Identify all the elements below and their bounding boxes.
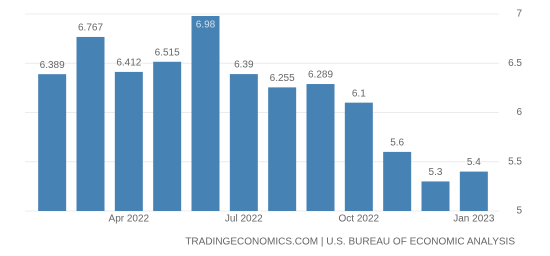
data-label: 5.3 bbox=[429, 167, 443, 178]
data-label: 6.289 bbox=[308, 70, 333, 81]
bar bbox=[153, 61, 182, 212]
bar bbox=[383, 151, 412, 211]
data-label: 5.6 bbox=[390, 138, 404, 149]
data-label: 6.255 bbox=[270, 73, 295, 84]
data-label: 6.39 bbox=[234, 60, 254, 71]
data-label: 6.767 bbox=[78, 23, 103, 34]
data-label: 6.412 bbox=[116, 58, 141, 69]
bar bbox=[344, 102, 373, 211]
y-tick-label: 5 bbox=[516, 206, 522, 217]
bar bbox=[191, 15, 220, 211]
bar bbox=[306, 84, 335, 211]
bar bbox=[76, 36, 105, 211]
data-label: 6.515 bbox=[155, 47, 180, 58]
bar bbox=[459, 171, 488, 211]
y-tick-label: 5.5 bbox=[508, 156, 522, 167]
x-tick-label: Apr 2022 bbox=[109, 214, 150, 225]
bar bbox=[268, 87, 297, 211]
data-label: 6.1 bbox=[352, 88, 366, 99]
source-note: TRADINGECONOMICS.COM | U.S. BUREAU OF EC… bbox=[185, 237, 515, 248]
bar bbox=[421, 181, 450, 211]
y-tick-label: 7 bbox=[516, 9, 522, 20]
data-label: 5.4 bbox=[467, 157, 481, 168]
y-tick-label: 6.5 bbox=[508, 58, 522, 69]
data-label: 6.389 bbox=[40, 60, 65, 71]
y-tick-label: 6 bbox=[516, 107, 522, 118]
data-label: 6.98 bbox=[196, 20, 216, 31]
x-tick-label: Jul 2022 bbox=[225, 214, 263, 225]
x-tick-label: Jan 2023 bbox=[453, 214, 495, 225]
bar bbox=[229, 74, 258, 212]
bar bbox=[38, 74, 67, 211]
x-tick-label: Oct 2022 bbox=[339, 214, 380, 225]
bar bbox=[114, 71, 143, 211]
